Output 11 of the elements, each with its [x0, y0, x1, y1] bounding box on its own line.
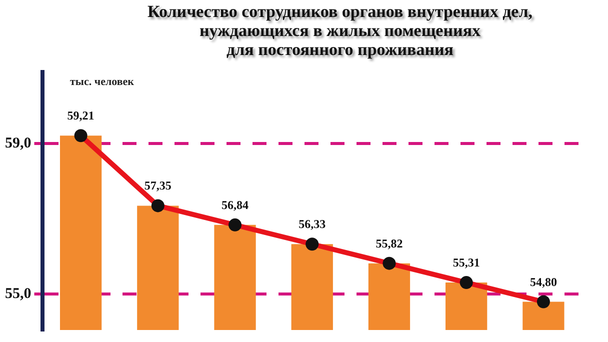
y-axis-title: тыс. человек: [70, 76, 134, 88]
y-tick-label: 55,0: [5, 286, 32, 302]
data-label: 57,35: [144, 178, 172, 193]
chart-title: Количество сотрудников органов внутренних дел, нуждающихся в жилых помещениях для постоянного проживания: [146, 2, 534, 59]
data-label: 54,80: [530, 274, 557, 289]
y-tick-label: 59,0: [5, 135, 32, 152]
data-label: 56,33: [298, 217, 326, 232]
data-label: 59,21: [67, 108, 94, 123]
data-label: 55,31: [452, 256, 480, 270]
data-label: 56,84: [222, 198, 249, 212]
data-label: 55,82: [376, 236, 403, 250]
